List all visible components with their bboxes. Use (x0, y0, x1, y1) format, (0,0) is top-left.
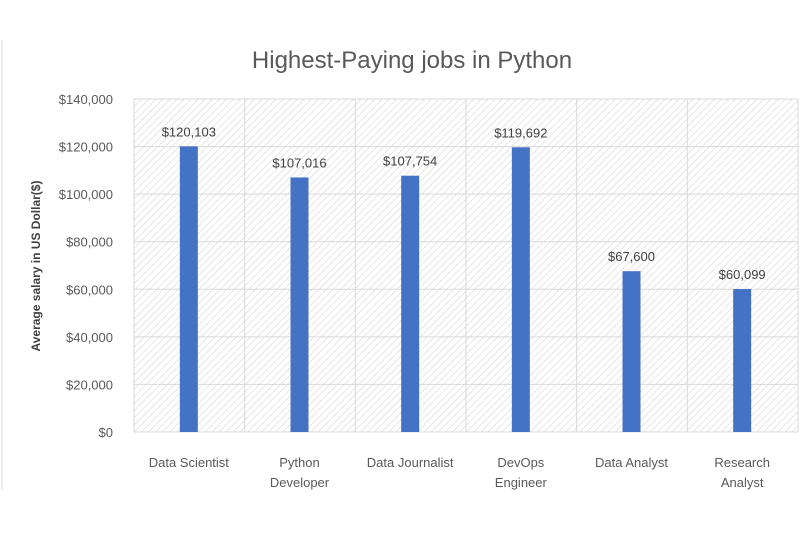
y-tick-label: $40,000 (66, 330, 113, 345)
category-label-line: Engineer (495, 475, 548, 490)
y-tick-label: $100,000 (59, 187, 113, 202)
y-tick-label: $140,000 (59, 92, 113, 107)
data-label: $60,099 (719, 267, 766, 282)
category-label: Research Analyst (714, 455, 770, 490)
category-label: Data Analyst (595, 455, 668, 470)
category-label-line: Data Analyst (595, 455, 668, 470)
bars (179, 146, 752, 433)
category-label-line: Data Scientist (149, 455, 230, 470)
category-label: Data Journalist (367, 455, 454, 470)
y-axis-title: Average salary in US Dollar($) (29, 181, 43, 352)
y-axis-ticks: $0 $20,000 $40,000 $60,000 $80,000 $100,000 $1… (59, 92, 113, 440)
x-axis-labels: Data Scientist Python Developer Data Journa… (149, 455, 770, 490)
y-tick-label: $120,000 (59, 140, 113, 155)
data-label: $67,600 (608, 249, 655, 264)
data-label: $107,016 (272, 155, 326, 170)
y-tick-label: $0 (99, 425, 113, 440)
data-label: $119,692 (494, 125, 547, 140)
category-label: DevOps Engineer (495, 455, 548, 490)
bar (401, 175, 420, 433)
category-label-line: Python (279, 455, 319, 470)
category-label: Python Developer (270, 455, 330, 490)
category-label: Data Scientist (149, 455, 230, 470)
category-label-line: Analyst (721, 475, 764, 490)
data-label: $107,754 (383, 154, 437, 169)
data-labels: $120,103 $107,016 $107,754 $119,692 $67,600 $… (162, 124, 766, 282)
data-label: $120,103 (162, 124, 216, 139)
bar (511, 147, 530, 433)
chart-title: Highest-Paying jobs in Python (252, 47, 572, 74)
category-label-line: Research (714, 455, 770, 470)
bar (622, 271, 641, 432)
gridlines (133, 98, 799, 433)
y-tick-label: $20,000 (66, 377, 113, 392)
y-tick-label: $80,000 (66, 235, 113, 250)
category-label-line: Developer (270, 475, 330, 490)
bar (733, 289, 752, 432)
category-label-line: Data Journalist (367, 455, 454, 470)
bar (179, 146, 198, 433)
y-tick-label: $60,000 (66, 282, 113, 297)
category-label-line: DevOps (497, 455, 544, 470)
bar (290, 177, 309, 432)
